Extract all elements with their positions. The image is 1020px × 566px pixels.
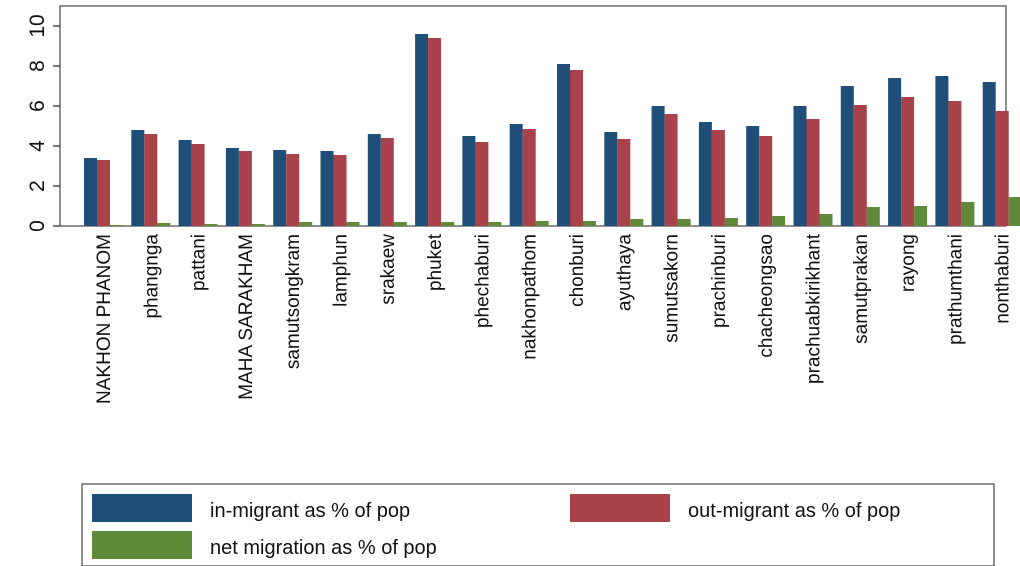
category-label: chonburi (567, 234, 588, 307)
category-label: chacheongsao (756, 234, 777, 358)
legend-box (81, 483, 995, 566)
bar (901, 97, 915, 226)
bar (677, 219, 691, 226)
category-label: srakaew (378, 234, 399, 305)
category-label: nonthaburi (993, 234, 1014, 324)
bar (806, 119, 820, 226)
bar (475, 142, 489, 226)
bar (204, 224, 218, 226)
category-label: phangnga (141, 234, 162, 319)
bar (320, 151, 334, 226)
bar (664, 114, 678, 226)
y-tick-label: 10 (26, 14, 49, 37)
legend-label: net migration as % of pop (210, 537, 437, 559)
category-label: prachuabkirikhant (804, 233, 825, 384)
category-label: samutsongkram (283, 234, 304, 369)
y-tick-label: 0 (26, 220, 49, 232)
bar (225, 148, 239, 226)
bar (840, 86, 854, 226)
category-label: NAKHON PHANOM (94, 234, 115, 404)
category-label: ayuthaya (614, 234, 635, 312)
category-label: prachinburi (709, 234, 730, 328)
bar (380, 138, 394, 226)
y-tick-label: 8 (26, 60, 49, 72)
bar (557, 64, 570, 226)
legend-label: out-migrant as % of pop (688, 500, 900, 522)
category-label: phechaburi (472, 234, 493, 328)
bar (273, 150, 287, 226)
bar (759, 136, 773, 226)
legend-swatch (92, 531, 192, 559)
legend-swatch (92, 494, 192, 522)
bar (535, 221, 549, 226)
bar (888, 78, 902, 226)
y-tick-label: 4 (26, 140, 49, 152)
category-label: phuket (425, 233, 446, 291)
bar (462, 136, 476, 226)
category-label: prathumthani (945, 234, 966, 345)
legend-label: in-migrant as % of pop (210, 500, 410, 522)
bar (488, 222, 502, 226)
bar (866, 207, 880, 226)
bar (617, 139, 631, 226)
bar (995, 111, 1009, 226)
bar (746, 126, 760, 226)
y-tick-label: 2 (26, 180, 49, 192)
bar (711, 130, 725, 226)
bar (428, 38, 442, 226)
bar (604, 132, 618, 226)
bar (948, 101, 962, 226)
bar (651, 106, 665, 226)
bar (110, 225, 123, 226)
bar (630, 219, 644, 226)
bar (346, 222, 360, 226)
bar (570, 70, 583, 226)
bar (238, 151, 252, 226)
bar (191, 144, 205, 226)
bar (251, 224, 265, 226)
category-label: rayong (898, 234, 919, 292)
bar (793, 106, 807, 226)
category-label: pattani (189, 234, 210, 291)
bar (333, 155, 347, 226)
bar (522, 129, 536, 226)
bar (583, 221, 596, 226)
bar (853, 105, 867, 226)
bar (819, 214, 833, 226)
bar (144, 134, 158, 226)
y-tick-label: 6 (26, 100, 49, 112)
bar (157, 223, 171, 226)
bar (178, 140, 192, 226)
bar (982, 82, 996, 226)
bar (131, 130, 145, 226)
bar (935, 76, 949, 226)
bar (961, 202, 975, 226)
bar (84, 158, 97, 226)
category-label: samutprakan (851, 234, 872, 344)
category-label: nakhonpathom (520, 234, 541, 360)
bar (724, 218, 738, 226)
bar (914, 206, 928, 226)
category-label: MAHA SARAKHAM (236, 234, 257, 400)
bar (698, 122, 712, 226)
bar (299, 222, 313, 226)
bar (441, 222, 455, 226)
legend-swatch (570, 494, 670, 522)
category-label: lamphun (331, 234, 352, 307)
bar (367, 134, 381, 226)
bar (286, 154, 300, 226)
bar (97, 160, 110, 226)
bar (1008, 197, 1020, 226)
bar (772, 216, 786, 226)
bar (393, 222, 407, 226)
bar (509, 124, 523, 226)
category-label: sumutsakorn (662, 234, 683, 343)
bar (415, 34, 429, 226)
